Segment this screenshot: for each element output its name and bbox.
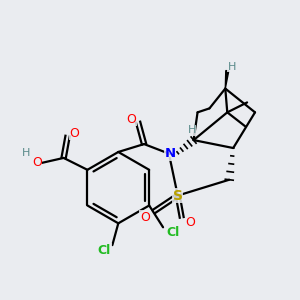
Text: S: S (173, 189, 183, 202)
Text: Cl: Cl (166, 226, 180, 239)
Text: O: O (70, 127, 80, 140)
Text: O: O (140, 211, 150, 224)
Text: O: O (186, 216, 196, 229)
Text: H: H (228, 62, 236, 72)
Polygon shape (225, 70, 229, 88)
Text: O: O (126, 113, 136, 126)
Text: N: N (164, 148, 175, 160)
Text: H: H (188, 125, 196, 135)
Text: O: O (32, 156, 42, 170)
Text: H: H (22, 148, 30, 158)
Text: Cl: Cl (98, 244, 111, 256)
